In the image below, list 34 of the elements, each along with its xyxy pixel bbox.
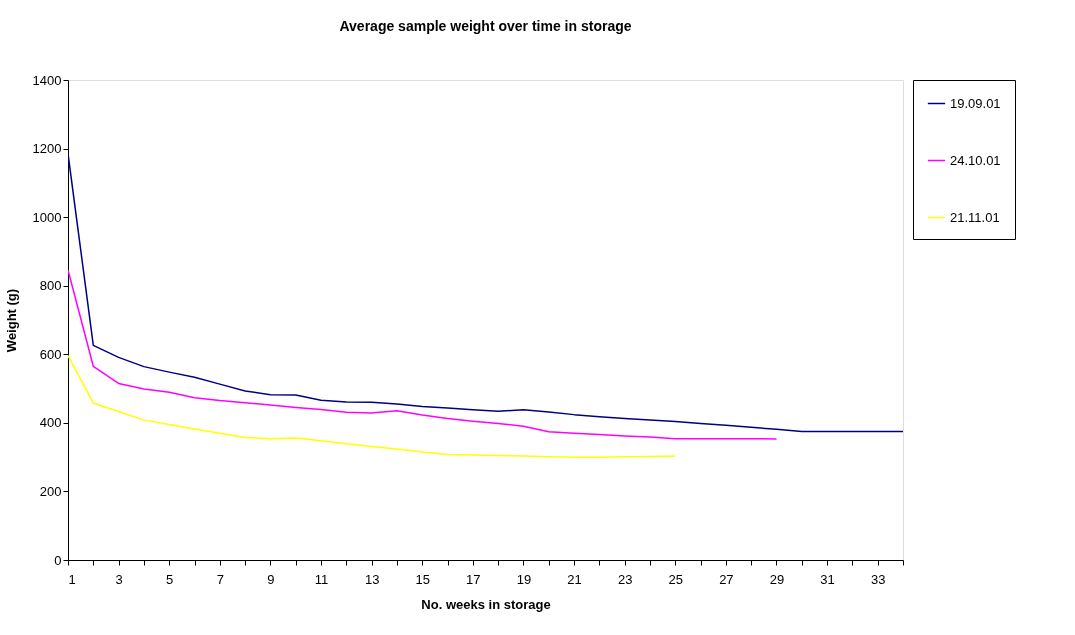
x-tick-label: 23 [617,571,633,587]
legend-label: 24.10.01 [950,152,1001,168]
legend-label: 21.11.01 [950,209,1000,225]
x-tick-label: 31 [820,571,835,587]
x-axis-title: No. weeks in storage [421,596,551,612]
y-tick-label: 1400 [32,72,62,88]
x-tick-label: 1 [68,571,76,587]
x-tick-label: 7 [216,571,224,587]
line-series [68,269,778,440]
x-tick-label: 13 [364,571,380,587]
x-tick-label: 15 [415,571,430,587]
y-axis-title: Weight (g) [3,288,19,353]
x-tick-label: 17 [466,571,481,587]
y-tick-label: 200 [39,483,62,499]
y-tick-label: 400 [39,415,62,431]
x-tick-label: 11 [314,571,329,587]
y-tick-label: 1000 [32,209,62,225]
legend-label: 19.09.01 [950,95,1001,111]
x-tick-label: 27 [719,571,734,587]
line-series [68,152,903,433]
x-tick-label: 21 [567,571,582,587]
x-tick-label: 9 [267,571,275,587]
x-tick-label: 25 [668,571,684,587]
x-tick-label: 3 [115,571,123,587]
x-tick-label: 5 [166,571,174,587]
chart-title: Average sample weight over time in storage [339,18,632,34]
x-tick-label: 19 [516,571,532,587]
x-tick-label: 33 [870,571,886,587]
y-tick-label: 600 [39,346,62,362]
y-tick-label: 1200 [32,141,62,157]
x-tick-label: 29 [769,571,785,587]
y-tick-label: 0 [54,552,62,568]
line-series [68,354,677,458]
y-tick-label: 800 [39,278,62,294]
